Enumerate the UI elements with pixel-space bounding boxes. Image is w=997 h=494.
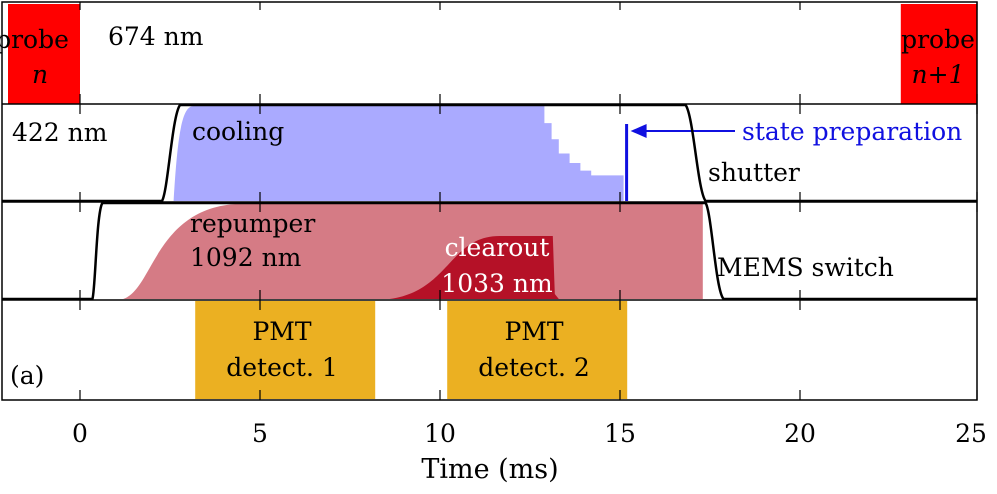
pmt-detect-2-title: PMT xyxy=(504,317,563,346)
repumper-wavelength: 1092 nm xyxy=(190,243,302,272)
x-axis-label: Time (ms) xyxy=(421,454,558,485)
wavelength-674: 674 nm xyxy=(108,22,204,51)
probe-n-index: n xyxy=(32,60,48,89)
probe-pulse-1 xyxy=(8,4,80,104)
repumper-label: repumper xyxy=(190,209,315,238)
state-preparation-label: state preparation xyxy=(742,117,962,146)
pmt-detect-2-label: detect. 2 xyxy=(478,353,590,382)
probe-n-label: probe xyxy=(0,25,69,54)
pmt-detect-window-2 xyxy=(447,301,628,399)
pmt-detect-1-title: PMT xyxy=(252,317,311,346)
probe-pulse-2 xyxy=(900,4,977,104)
wavelength-422: 422 nm xyxy=(12,118,108,147)
mems-switch-label: MEMS switch xyxy=(717,253,894,282)
shutter-label: shutter xyxy=(708,158,800,187)
clearout-beam xyxy=(389,236,559,299)
probe-n1-label: probe xyxy=(901,25,975,54)
panel-label: (a) xyxy=(10,361,44,390)
clearout-wavelength: 1033 nm xyxy=(441,269,553,298)
pmt-detect-1-label: detect. 1 xyxy=(226,353,338,382)
mems-switch-trace xyxy=(2,201,977,301)
state-preparation-arrowhead xyxy=(630,124,647,138)
pmt-detect-window-1 xyxy=(195,301,376,399)
x-tick-label-10: 10 xyxy=(424,419,456,448)
x-tick-label-5: 5 xyxy=(252,419,268,448)
clearout-label: clearout xyxy=(445,233,550,262)
probe-n1-index: n+1 xyxy=(912,60,965,89)
x-tick-label-20: 20 xyxy=(784,419,816,448)
x-tick-label-25: 25 xyxy=(955,419,987,448)
x-tick-label-15: 15 xyxy=(604,419,636,448)
cooling-label: cooling xyxy=(192,117,284,146)
repumper-beam xyxy=(123,204,703,299)
x-tick-label-0: 0 xyxy=(72,419,88,448)
shutter-trace xyxy=(2,103,977,203)
cooling-beam xyxy=(173,106,624,201)
